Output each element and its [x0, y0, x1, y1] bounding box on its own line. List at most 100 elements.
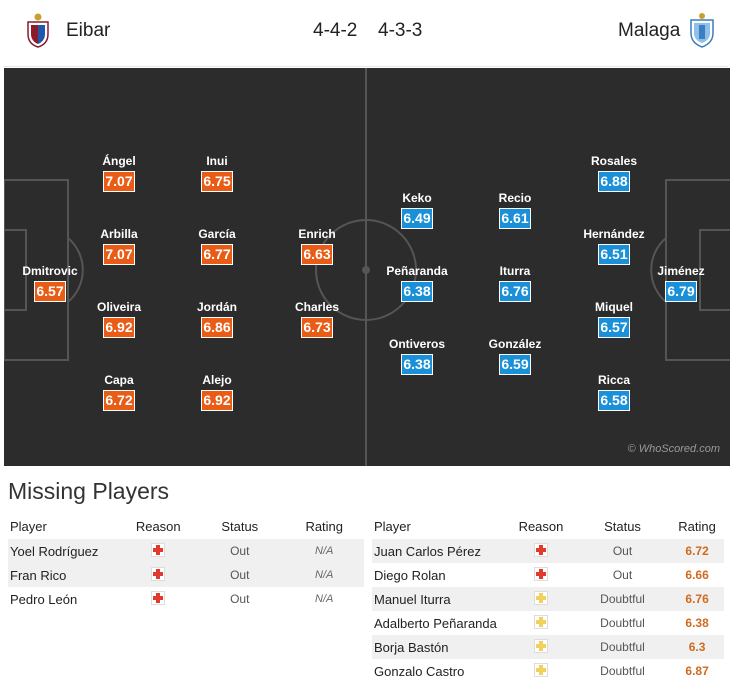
rating: N/A: [315, 593, 334, 605]
player-oliveira[interactable]: Oliveira 6.92: [74, 300, 164, 338]
player-rating: 6.59: [499, 354, 531, 375]
player-name: Miquel: [595, 300, 633, 314]
player-rating: 6.51: [598, 244, 630, 265]
home-missing-table: Player Reason Status Rating Yoel Rodrígu…: [8, 513, 364, 611]
player-miquel[interactable]: Miquel 6.57: [569, 300, 659, 338]
player-ontiveros[interactable]: Ontiveros 6.38: [372, 337, 462, 375]
injury-icon: [533, 566, 548, 581]
col-status: Status: [604, 518, 641, 534]
player-name: Oliveira: [96, 300, 142, 314]
player-dmitrovic[interactable]: Dmitrovic 6.57: [5, 264, 95, 302]
rating: N/A: [284, 539, 364, 563]
player-garcia[interactable]: García 6.77: [172, 227, 262, 265]
player-charles[interactable]: Charles 6.73: [272, 300, 362, 338]
player-arbilla[interactable]: Arbilla 7.07: [74, 227, 164, 265]
table-header: Player Reason Status Rating: [8, 513, 364, 539]
player-angel[interactable]: Ángel 7.07: [74, 154, 164, 192]
status: Out: [574, 539, 671, 563]
player-rating: 6.72: [103, 390, 135, 411]
doubtful-icon: [533, 614, 548, 629]
doubtful-icon: [533, 662, 548, 677]
player-rating: 6.86: [201, 317, 233, 338]
player-name: Hernández: [583, 227, 645, 241]
player-rating: 6.49: [401, 208, 433, 229]
player-capa[interactable]: Capa 6.72: [74, 373, 164, 411]
doubtful-icon: [533, 590, 548, 605]
player-hernandez[interactable]: Hernández 6.51: [569, 227, 659, 265]
player-ricca[interactable]: Ricca 6.58: [569, 373, 659, 411]
home-formation: 4-4-2: [313, 20, 358, 41]
doubtful-icon: [533, 638, 548, 653]
player-alejo[interactable]: Alejo 6.92: [172, 373, 262, 411]
match-header: Eibar 4-4-2 4-3-3 Malaga: [4, 0, 728, 67]
player-iturra[interactable]: Iturra 6.76: [470, 264, 560, 302]
player-rating: 6.58: [598, 390, 630, 411]
player-name: Capa: [104, 373, 134, 387]
player-name[interactable]: Borja Bastón: [372, 635, 508, 659]
player-rating: 6.38: [401, 354, 433, 375]
rating: 6.66: [685, 568, 709, 582]
status: Doubtful: [574, 635, 671, 659]
player-rating: 6.38: [401, 281, 433, 302]
rating: 6.87: [685, 664, 709, 678]
player-name: García: [198, 227, 236, 241]
status: Doubtful: [600, 664, 645, 678]
player-gonzalez[interactable]: González 6.59: [470, 337, 560, 375]
player-enrich[interactable]: Enrich 6.63: [272, 227, 362, 265]
player-recio[interactable]: Recio 6.61: [470, 191, 560, 229]
rating: 6.76: [670, 587, 724, 611]
away-formation: 4-3-3: [378, 20, 423, 41]
status: Out: [230, 592, 250, 606]
pitch-markings: [4, 68, 730, 466]
col-rating: Rating: [305, 518, 344, 534]
player-name[interactable]: Adalberto Peñaranda: [374, 615, 497, 631]
table-header: Player Reason Status Rating: [372, 513, 724, 539]
status: Doubtful: [600, 616, 645, 630]
pitch: Dmitrovic 6.57 Ángel 7.07 Arbilla 7.07 O…: [4, 68, 730, 466]
table-row: Diego Rolan Out 6.66: [372, 563, 724, 587]
table-row: Fran Rico Out N/A: [8, 563, 364, 587]
player-name: Ontiveros: [388, 337, 445, 351]
player-rating: 6.88: [598, 171, 630, 192]
player-name: Ángel: [102, 154, 136, 168]
table-row: Manuel Iturra Doubtful 6.76: [372, 587, 724, 611]
player-name[interactable]: Fran Rico: [8, 563, 122, 587]
player-inui[interactable]: Inui 6.75: [172, 154, 262, 192]
player-penaranda[interactable]: Peñaranda 6.38: [372, 264, 462, 302]
rating: 6.3: [670, 635, 724, 659]
player-name: Ricca: [597, 373, 631, 387]
away-team-name[interactable]: Malaga: [618, 20, 681, 41]
player-name: Keko: [402, 191, 432, 205]
player-jimenez[interactable]: Jiménez 6.79: [636, 264, 726, 302]
player-rosales[interactable]: Rosales 6.88: [569, 154, 659, 192]
table-row: Yoel Rodríguez Out N/A: [8, 539, 364, 563]
player-name: Enrich: [298, 227, 336, 241]
player-jordan[interactable]: Jordán 6.86: [172, 300, 262, 338]
player-name: Arbilla: [100, 227, 138, 241]
player-name[interactable]: Juan Carlos Pérez: [372, 539, 508, 563]
table-row: Borja Bastón Doubtful 6.3: [372, 635, 724, 659]
player-name[interactable]: Manuel Iturra: [372, 587, 508, 611]
player-name: Charles: [294, 300, 340, 314]
player-keko[interactable]: Keko 6.49: [372, 191, 462, 229]
player-name[interactable]: Yoel Rodríguez: [8, 539, 122, 563]
injury-icon: [151, 590, 166, 605]
home-team-name[interactable]: Eibar: [66, 20, 111, 41]
watermark: © WhoScored.com: [627, 443, 720, 455]
rating: N/A: [284, 563, 364, 587]
player-rating: 6.75: [201, 171, 233, 192]
player-rating: 6.57: [34, 281, 66, 302]
injury-icon: [151, 542, 166, 557]
status: Out: [195, 563, 285, 587]
player-name[interactable]: Diego Rolan: [374, 567, 446, 583]
player-name[interactable]: Pedro León: [10, 591, 78, 607]
player-name[interactable]: Gonzalo Castro: [374, 663, 465, 679]
player-name: Rosales: [590, 154, 638, 168]
player-name: Jordán: [196, 300, 237, 314]
status: Out: [612, 568, 633, 582]
away-missing-table: Player Reason Status Rating Juan Carlos …: [372, 513, 724, 683]
player-rating: 7.07: [103, 244, 135, 265]
player-rating: 6.76: [499, 281, 531, 302]
table-row: Gonzalo Castro Doubtful 6.87: [372, 659, 724, 683]
player-rating: 6.73: [301, 317, 333, 338]
